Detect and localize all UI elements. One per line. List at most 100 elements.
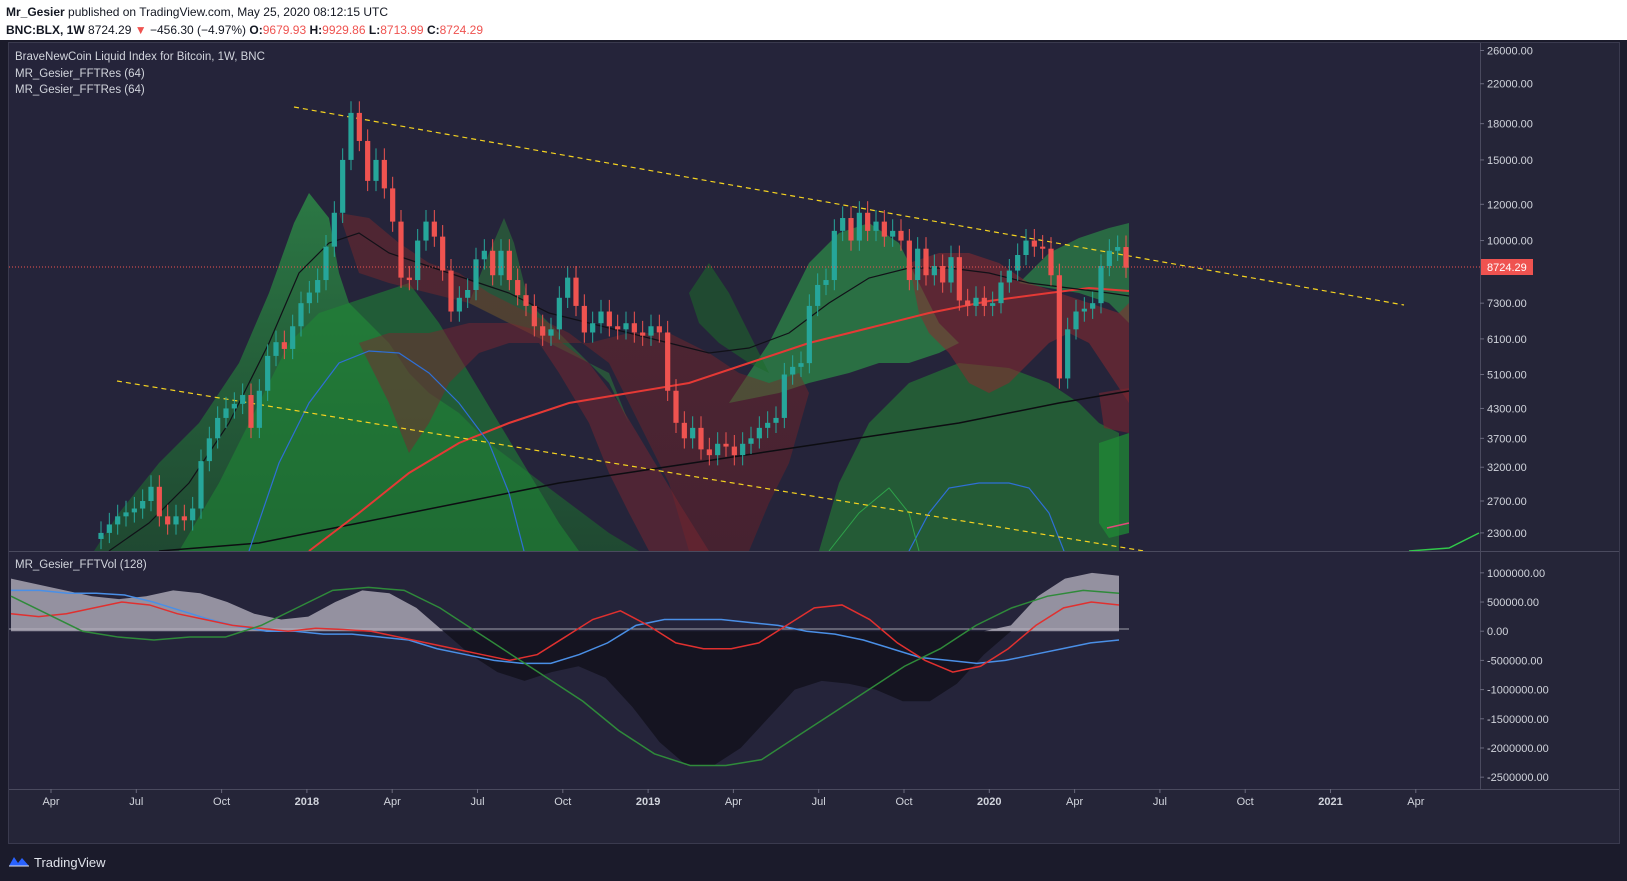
current-price-tag: 8724.29 [1481,259,1533,275]
candle [306,292,312,304]
candle [348,112,354,160]
high-label: H: [309,23,323,37]
red-band-2 [359,323,709,551]
legend-indicator-1[interactable]: MR_Gesier_FFTRes (64) [15,68,145,80]
candle [956,257,962,301]
candle [915,248,921,281]
legend-indicator-2[interactable]: MR_Gesier_FFTRes (64) [15,84,145,96]
price-tick-label: 7300.00 [1487,298,1527,310]
candle [1115,247,1121,251]
candle [1015,255,1021,271]
candle [490,250,496,276]
ma-blue [248,350,525,551]
candle [98,532,104,539]
last-price: 8724.29 [88,23,132,37]
candle [731,446,737,456]
time-tick-label: Jul [812,796,826,808]
vol-line-blue [11,589,1120,665]
candle [1106,250,1112,266]
vol-tick-label: -2500000.00 [1487,772,1549,784]
vol-axis[interactable]: 1000000.00 500000.00 0.00 -500000.00 -100000… [1480,568,1549,784]
candle [740,443,746,456]
price-tick-label: 26000.00 [1487,46,1533,58]
ma-black-mid [108,232,1130,551]
high-value: 9929.86 [322,23,366,37]
ma-black-long [158,390,1130,551]
candle [581,305,587,333]
candle [748,438,754,444]
change-arrow-icon: ▼ [134,23,147,37]
chart-canvas[interactable]: 26000.00 22000.00 18000.00 15000.00 12000.00… [9,43,1619,843]
ma-blue-2 [908,482,1065,551]
candle [181,516,187,521]
candle [381,159,387,189]
symbol-label: BNC:BLX, 1W [6,23,85,37]
red-band-spike [1099,388,1129,433]
ma-green-edge [1408,532,1480,551]
candle [106,524,112,533]
trendlines [116,106,1405,551]
author-name[interactable]: Mr_Gesier [6,5,65,19]
time-axis[interactable]: Apr Jul Oct 2018 Apr Jul Oct 2019 Apr Jul Oct 2020 A… [42,789,1425,808]
candle [290,326,296,349]
time-tick-label: Apr [1066,796,1083,808]
candle [798,363,804,367]
vol-tick-label: 500000.00 [1487,597,1539,609]
candle [723,443,729,447]
vol-tick-label: 1000000.00 [1487,568,1545,580]
time-tick-label: Oct [554,796,571,808]
vol-area-negative [11,631,1119,766]
candle [256,390,262,428]
candle [931,265,937,276]
price-tick-label: 2300.00 [1487,528,1527,540]
candle [773,417,779,423]
candle [465,289,471,298]
price-axis[interactable]: 26000.00 22000.00 18000.00 15000.00 12000.00… [1480,46,1533,540]
candle [631,323,637,333]
candle [265,355,271,391]
legend-lower-indicator[interactable]: MR_Gesier_FFTVol (128) [15,559,147,571]
candle [615,326,621,330]
time-tick-label: Apr [725,796,742,808]
candle [965,300,971,306]
current-price-tag-text: 8724.29 [1487,262,1527,274]
candle [1090,303,1096,309]
candle [406,277,412,281]
candle [456,297,462,312]
time-tick-label: Jul [1153,796,1167,808]
publish-header: Mr_Gesier published on TradingView.com, … [0,0,1627,40]
legend-title[interactable]: BraveNewCoin Liquid Index for Bitcoin, 1… [15,51,265,63]
price-tick-label: 3200.00 [1487,462,1527,474]
candle [231,403,237,409]
candle [173,516,179,525]
trendline-lower [116,380,1145,551]
candle [598,311,604,324]
candle [190,508,196,521]
candle [565,277,571,298]
candle [531,305,537,327]
candle [440,236,446,271]
time-tick-label: 2020 [977,796,1001,808]
candle [390,188,396,222]
candle [573,277,579,306]
vol-tick-label: -500000.00 [1487,655,1543,667]
candle [606,311,612,327]
vol-tick-label: 0.00 [1487,626,1508,638]
candle [140,501,146,509]
candle [1023,240,1029,256]
candle [548,329,554,336]
price-tick-label: 4300.00 [1487,403,1527,415]
chart-frame[interactable]: 26000.00 22000.00 18000.00 15000.00 12000.00… [8,42,1620,844]
time-tick-label: Oct [895,796,912,808]
candle [998,282,1004,304]
candle [823,280,829,285]
time-tick-label: 2021 [1318,796,1342,808]
ma-pink-spike [1106,522,1130,529]
ma-red-long [308,286,1130,551]
candle [881,221,887,237]
price-tick-label: 10000.00 [1487,236,1533,248]
current-price-tag-bg [1481,259,1533,275]
candle [1056,275,1062,379]
green-band-2020 [819,363,1119,551]
tradingview-brand[interactable]: TradingView [34,855,106,870]
